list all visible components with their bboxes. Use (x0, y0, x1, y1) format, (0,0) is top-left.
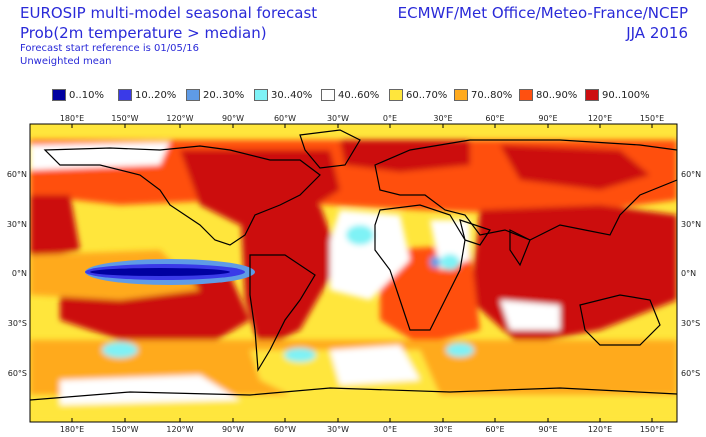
lon-label-top: 90°W (222, 114, 244, 123)
lon-label-bottom: 90°W (222, 425, 244, 434)
legend-label: 90..100% (602, 89, 650, 101)
legend-swatch (118, 89, 132, 101)
lon-label-bottom: 60°W (274, 425, 296, 434)
lon-label-bottom: 30°E (433, 425, 452, 434)
lat-label-right: 30°N (681, 220, 701, 229)
legend-label: 60..70% (406, 89, 448, 101)
legend-label: 10..20% (135, 89, 177, 101)
legend-item: 20..30% (186, 88, 244, 102)
legend-swatch (52, 89, 66, 101)
lon-label-bottom: 60°E (485, 425, 504, 434)
lon-label-top: 180°E (60, 114, 84, 123)
legend-item: 60..70% (389, 88, 447, 102)
lon-label-bottom: 0°E (383, 425, 397, 434)
chart-title: EUROSIP multi-model seasonal forecast (20, 4, 318, 22)
legend-item: 0..10% (52, 88, 104, 102)
legend-swatch (454, 89, 468, 101)
lon-label-top: 150°W (111, 114, 138, 123)
map-frame (29, 123, 678, 423)
axis-ticks (71, 124, 653, 422)
lon-label-bottom: 90°E (538, 425, 557, 434)
lon-label-top: 120°W (166, 114, 193, 123)
coastlines (30, 129, 677, 401)
legend-label: 40..60% (338, 89, 380, 101)
centres-label: ECMWF/Met Office/Meteo-France/NCEP (397, 4, 688, 22)
lon-label-bottom: 120°W (166, 425, 193, 434)
lat-label-left: 0°N (12, 269, 27, 278)
legend-item: 90..100% (585, 88, 650, 102)
lat-label-right: 30°S (681, 319, 700, 328)
lon-label-top: 30°E (433, 114, 452, 123)
season-label: JJA 2016 (626, 24, 688, 42)
lon-label-top: 30°W (327, 114, 349, 123)
lon-label-top: 0°E (383, 114, 397, 123)
legend-swatch (519, 89, 533, 101)
lat-label-left: 60°S (8, 369, 27, 378)
lat-label-left: 60°N (7, 170, 27, 179)
lon-label-top: 150°E (640, 114, 664, 123)
lat-label-left: 30°N (7, 220, 27, 229)
legend-item: 40..60% (321, 88, 379, 102)
lon-label-top: 90°E (538, 114, 557, 123)
lon-label-top: 60°W (274, 114, 296, 123)
legend-label: 20..30% (203, 89, 245, 101)
mean-type: Unweighted mean (20, 56, 112, 67)
lat-label-left: 30°S (8, 319, 27, 328)
legend-swatch (585, 89, 599, 101)
legend-item: 70..80% (454, 88, 512, 102)
legend-label: 70..80% (471, 89, 513, 101)
forecast-reference: Forecast start reference is 01/05/16 (20, 43, 199, 54)
legend-item: 30..40% (254, 88, 312, 102)
lon-label-bottom: 30°W (327, 425, 349, 434)
lon-label-top: 60°E (485, 114, 504, 123)
lon-label-bottom: 120°E (588, 425, 612, 434)
legend-label: 0..10% (69, 89, 104, 101)
legend-swatch (321, 89, 335, 101)
legend-item: 80..90% (519, 88, 577, 102)
lat-label-right: 0°N (681, 269, 696, 278)
legend-swatch (254, 89, 268, 101)
lon-label-top: 120°E (588, 114, 612, 123)
legend-label: 80..90% (536, 89, 578, 101)
chart-subtitle: Prob(2m temperature > median) (20, 24, 267, 42)
lon-label-bottom: 150°E (640, 425, 664, 434)
probability-field (30, 124, 677, 422)
legend-swatch (186, 89, 200, 101)
lat-label-right: 60°S (681, 369, 700, 378)
legend-label: 30..40% (271, 89, 313, 101)
legend-swatch (389, 89, 403, 101)
lon-label-bottom: 180°E (60, 425, 84, 434)
legend-item: 10..20% (118, 88, 176, 102)
lon-label-bottom: 150°W (111, 425, 138, 434)
lat-label-right: 60°N (681, 170, 701, 179)
